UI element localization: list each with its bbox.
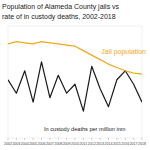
x-tick	[66, 138, 67, 140]
x-tick-label: 2008	[54, 142, 62, 146]
x-tick	[58, 138, 59, 140]
x-tick-label: 2015	[113, 142, 121, 146]
x-tick-label: 2009	[63, 142, 71, 146]
x-tick-label: 2010	[71, 142, 79, 146]
x-tick-label: 2013	[96, 142, 104, 146]
x-tick	[16, 138, 17, 140]
x-tick-label: 2005	[29, 142, 37, 146]
plot-frame	[8, 26, 142, 138]
title: rate of in custody deaths, 2002-2018	[2, 13, 116, 21]
x-tick	[142, 138, 143, 140]
series-line	[8, 42, 142, 74]
x-tick	[8, 138, 9, 140]
x-tick	[133, 138, 134, 140]
x-tick	[49, 138, 50, 140]
x-tick	[83, 138, 84, 140]
x-tick	[100, 138, 101, 140]
series-label: In custody deaths per million inm	[44, 126, 126, 132]
x-tick-label: 2003	[12, 142, 20, 146]
series-label: Jail population	[101, 48, 146, 56]
chart-svg: Population of Alameda County jails vs rat…	[0, 0, 150, 150]
x-tick	[24, 138, 25, 140]
x-tick-label: 2014	[105, 142, 113, 146]
x-tick	[125, 138, 126, 140]
x-tick-label: 2002	[4, 142, 12, 146]
x-tick-label: 2006	[38, 142, 46, 146]
x-tick	[33, 138, 34, 140]
x-tick-label: 2016	[121, 142, 129, 146]
x-tick	[108, 138, 109, 140]
x-tick-label: 2018	[138, 142, 146, 146]
x-tick	[41, 138, 42, 140]
x-tick-label: 2007	[46, 142, 54, 146]
x-tick	[116, 138, 117, 140]
x-tick	[75, 138, 76, 140]
x-tick	[91, 138, 92, 140]
x-tick-label: 2017	[130, 142, 138, 146]
x-tick-label: 2012	[88, 142, 96, 146]
x-tick-label: 2004	[21, 142, 29, 146]
chart-container: Population of Alameda County jails vs rat…	[0, 0, 150, 150]
title: Population of Alameda County jails vs	[2, 3, 120, 11]
x-tick-label: 2011	[80, 142, 88, 146]
